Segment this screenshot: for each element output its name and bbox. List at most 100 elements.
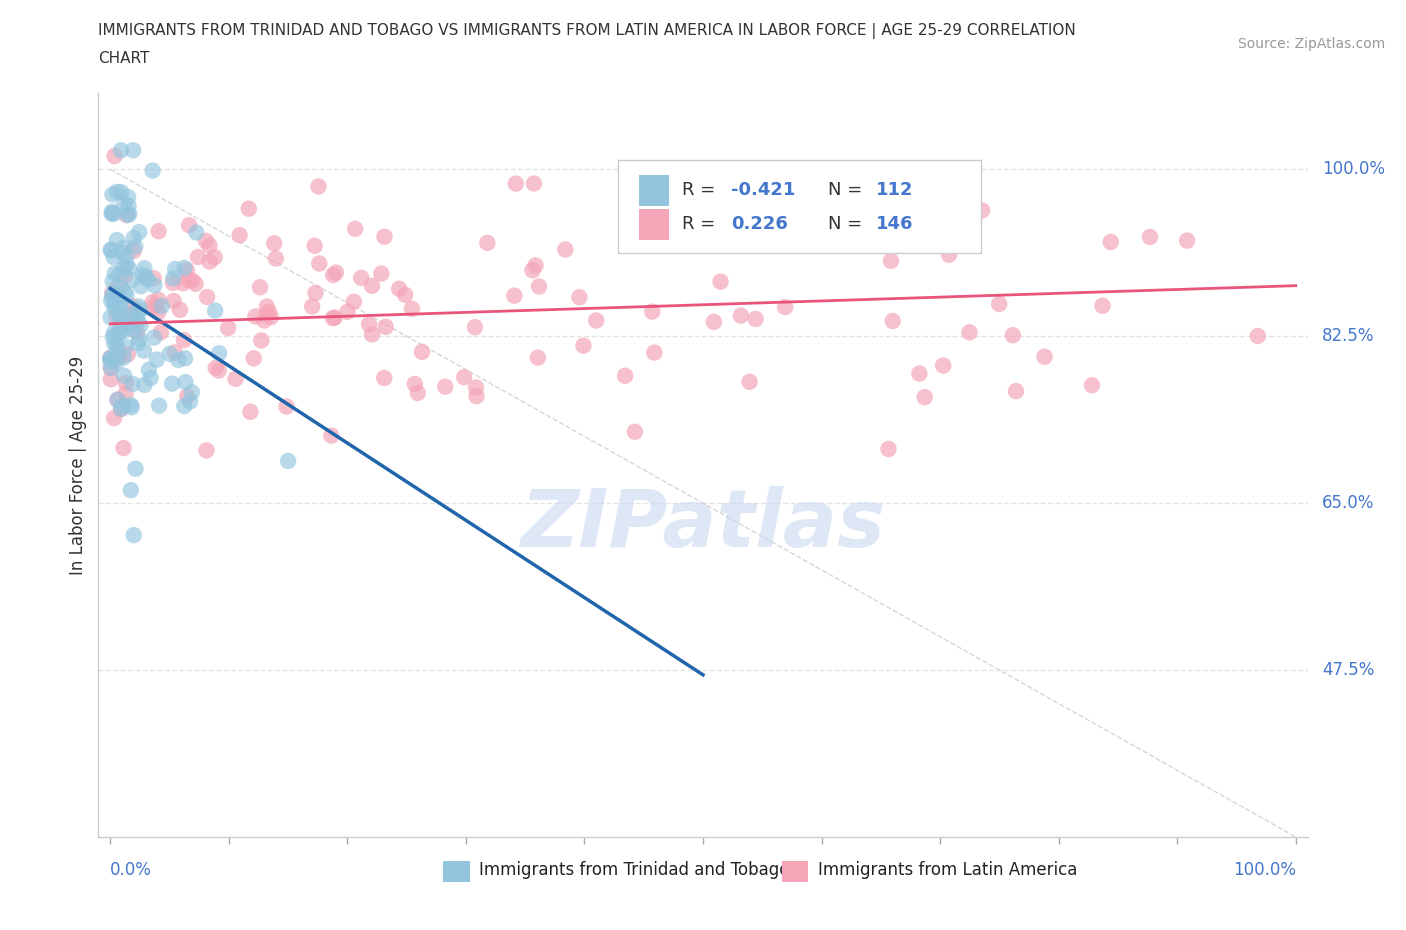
Text: R =: R = (682, 215, 721, 232)
Point (108, 299, 131, 314)
Text: 0.0%: 0.0% (110, 861, 152, 879)
Point (118, 260, 141, 275)
Point (524, 258, 547, 272)
Point (357, 317, 380, 332)
Point (122, 143, 145, 158)
Point (110, 402, 132, 417)
Point (149, 325, 172, 339)
Point (107, 392, 129, 407)
Point (100, 294, 122, 309)
Point (249, 280, 271, 295)
FancyBboxPatch shape (638, 175, 669, 206)
Text: 112: 112 (876, 180, 914, 199)
Point (165, 261, 187, 276)
Point (853, 197, 876, 212)
Point (114, 285, 136, 299)
Point (121, 272, 143, 287)
Point (145, 298, 167, 312)
Point (100, 361, 122, 376)
Point (174, 375, 197, 390)
Point (128, 331, 150, 346)
Point (1247, 328, 1270, 343)
Point (322, 311, 344, 325)
Point (101, 274, 124, 289)
Point (938, 247, 960, 262)
Point (343, 294, 366, 309)
Point (404, 377, 426, 392)
Point (110, 185, 132, 200)
Point (105, 289, 128, 304)
Point (148, 398, 170, 413)
Point (112, 398, 135, 413)
Text: IMMIGRANTS FROM TRINIDAD AND TOBAGO VS IMMIGRANTS FROM LATIN AMERICA IN LABOR FO: IMMIGRANTS FROM TRINIDAD AND TOBAGO VS I… (98, 23, 1076, 39)
Point (128, 225, 150, 240)
Point (100, 243, 122, 258)
Point (120, 307, 142, 322)
Point (114, 386, 136, 401)
Point (1005, 384, 1028, 399)
Point (174, 351, 197, 365)
Point (914, 390, 936, 405)
Point (970, 203, 993, 218)
Point (373, 370, 395, 385)
Text: R =: R = (682, 180, 721, 199)
Point (225, 371, 247, 386)
Point (730, 308, 752, 323)
Text: Immigrants from Trinidad and Tobago: Immigrants from Trinidad and Tobago (479, 861, 790, 880)
Text: N =: N = (828, 215, 868, 232)
Point (98, 351, 121, 365)
Point (304, 286, 326, 300)
Point (103, 286, 125, 301)
Point (301, 299, 323, 313)
Point (150, 299, 173, 313)
Point (132, 268, 155, 283)
Point (148, 305, 170, 320)
Point (614, 368, 637, 383)
Point (204, 361, 226, 376)
Point (863, 230, 886, 245)
Point (105, 337, 128, 352)
Point (100, 242, 122, 257)
Point (373, 229, 395, 244)
Point (127, 314, 149, 329)
Point (169, 302, 191, 317)
Point (1081, 378, 1104, 392)
Point (100, 206, 122, 221)
Point (115, 311, 138, 325)
Point (117, 198, 139, 213)
Point (110, 280, 132, 295)
Point (322, 268, 344, 283)
Text: Immigrants from Latin America: Immigrants from Latin America (818, 861, 1077, 880)
Point (100, 310, 122, 325)
Point (107, 392, 129, 407)
Point (641, 304, 664, 319)
Point (217, 321, 239, 336)
Point (135, 270, 157, 285)
Point (100, 351, 122, 365)
Point (100, 351, 122, 365)
Point (108, 325, 131, 339)
Point (208, 346, 231, 361)
Point (336, 304, 359, 319)
Point (125, 326, 148, 340)
Point (263, 236, 285, 251)
Point (107, 268, 129, 283)
Point (256, 299, 278, 314)
Point (648, 212, 671, 227)
Point (880, 254, 903, 269)
Point (107, 347, 129, 362)
Point (129, 279, 152, 294)
Point (112, 241, 135, 256)
Point (117, 207, 139, 222)
Point (908, 366, 931, 381)
Point (308, 179, 330, 194)
Text: 100.0%: 100.0% (1322, 160, 1385, 179)
Point (173, 260, 195, 275)
Point (105, 355, 128, 370)
Point (124, 239, 146, 254)
Point (1091, 299, 1114, 313)
Point (177, 272, 200, 287)
Point (585, 313, 607, 328)
Point (361, 327, 384, 342)
Point (198, 254, 221, 269)
